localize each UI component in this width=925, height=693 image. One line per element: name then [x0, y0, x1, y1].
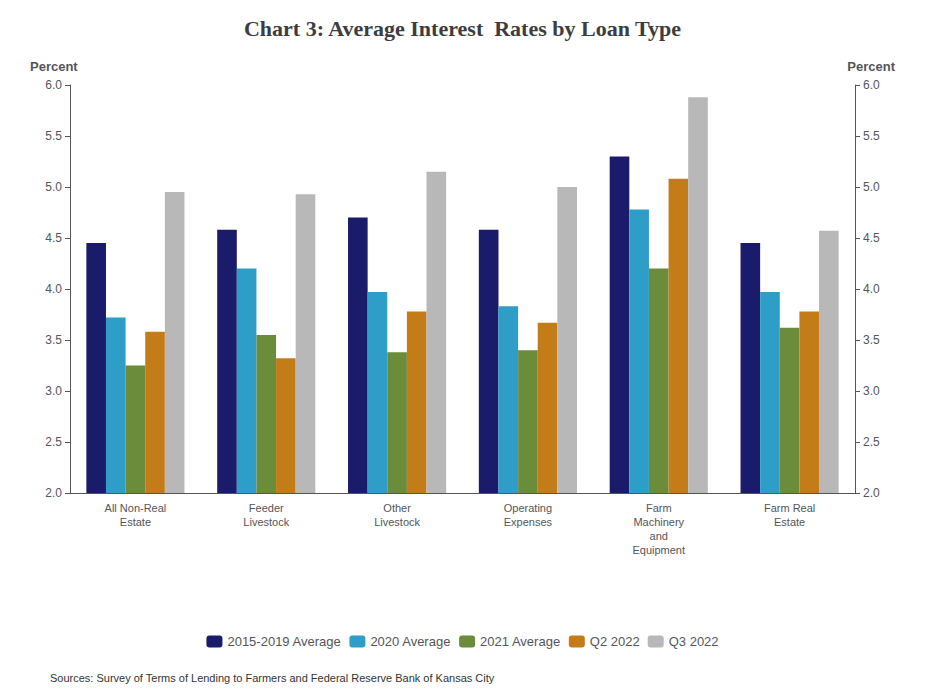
svg-text:5.5: 5.5 [45, 129, 62, 143]
svg-text:5.5: 5.5 [863, 129, 880, 143]
svg-text:Farm Real: Farm Real [764, 502, 815, 514]
svg-text:Machinery: Machinery [633, 516, 684, 528]
svg-text:4.0: 4.0 [45, 282, 62, 296]
svg-text:2.5: 2.5 [45, 435, 62, 449]
svg-text:6.0: 6.0 [45, 78, 62, 92]
svg-text:Percent: Percent [847, 59, 895, 74]
svg-text:Equipment: Equipment [632, 544, 685, 556]
svg-text:4.0: 4.0 [863, 282, 880, 296]
svg-text:3.0: 3.0 [45, 384, 62, 398]
svg-text:3.0: 3.0 [863, 384, 880, 398]
svg-text:Estate: Estate [774, 516, 805, 528]
svg-text:Operating: Operating [504, 502, 552, 514]
svg-text:Livestock: Livestock [243, 516, 289, 528]
svg-text:4.5: 4.5 [45, 231, 62, 245]
svg-text:5.0: 5.0 [45, 180, 62, 194]
svg-text:5.0: 5.0 [863, 180, 880, 194]
svg-text:and: and [650, 530, 668, 542]
svg-text:Chart 3: Average Interest Rat: Chart 3: Average Interest Rates by Loan … [244, 16, 681, 41]
svg-text:Q3 2022: Q3 2022 [669, 634, 719, 649]
svg-text:6.0: 6.0 [863, 78, 880, 92]
svg-text:Q2 2022: Q2 2022 [590, 634, 640, 649]
svg-text:Percent: Percent [30, 59, 78, 74]
svg-text:3.5: 3.5 [45, 333, 62, 347]
svg-text:4.5: 4.5 [863, 231, 880, 245]
svg-text:3.5: 3.5 [863, 333, 880, 347]
svg-text:2021 Average: 2021 Average [480, 634, 560, 649]
svg-text:2015-2019 Average: 2015-2019 Average [227, 634, 340, 649]
svg-text:All Non-Real: All Non-Real [105, 502, 167, 514]
svg-text:Other: Other [383, 502, 411, 514]
svg-text:2020 Average: 2020 Average [370, 634, 450, 649]
svg-text:Livestock: Livestock [374, 516, 420, 528]
svg-text:2.0: 2.0 [863, 486, 880, 500]
svg-text:Feeder: Feeder [249, 502, 284, 514]
svg-text:2.5: 2.5 [863, 435, 880, 449]
svg-text:Farm: Farm [646, 502, 672, 514]
svg-text:Sources: Survey of Terms of Le: Sources: Survey of Terms of Lending to F… [50, 672, 495, 684]
svg-text:Expenses: Expenses [504, 516, 553, 528]
svg-text:Estate: Estate [120, 516, 151, 528]
svg-text:2.0: 2.0 [45, 486, 62, 500]
